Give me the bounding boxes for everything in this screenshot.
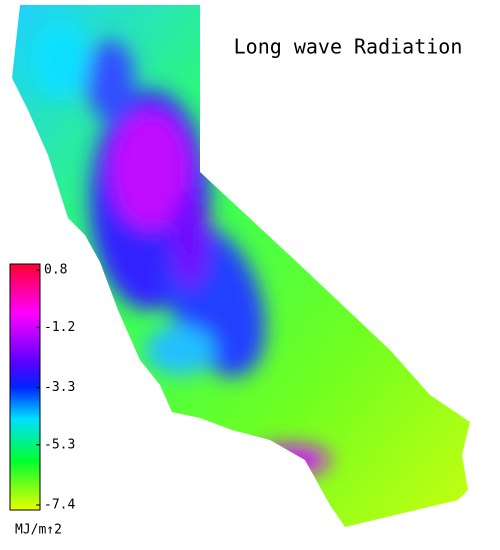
colorbar-tick-label: 0.8 [44,263,67,278]
colorbar-tick-label: -7.4 [44,498,75,513]
map-title: Long wave Radiation [234,35,463,59]
california-map [12,5,470,527]
colorbar-label: MJ/m↑2 [15,523,62,538]
colorbar-tick-label: -1.2 [44,320,75,335]
colorbar-ramp [9,263,41,511]
colorbar: MJ/m↑2 0.8 -1.2 -3.3 -5.3 -7.4 [9,263,75,538]
colorbar-tick-label: -3.3 [44,380,75,395]
colorbar-tick-label: -5.3 [44,437,75,452]
